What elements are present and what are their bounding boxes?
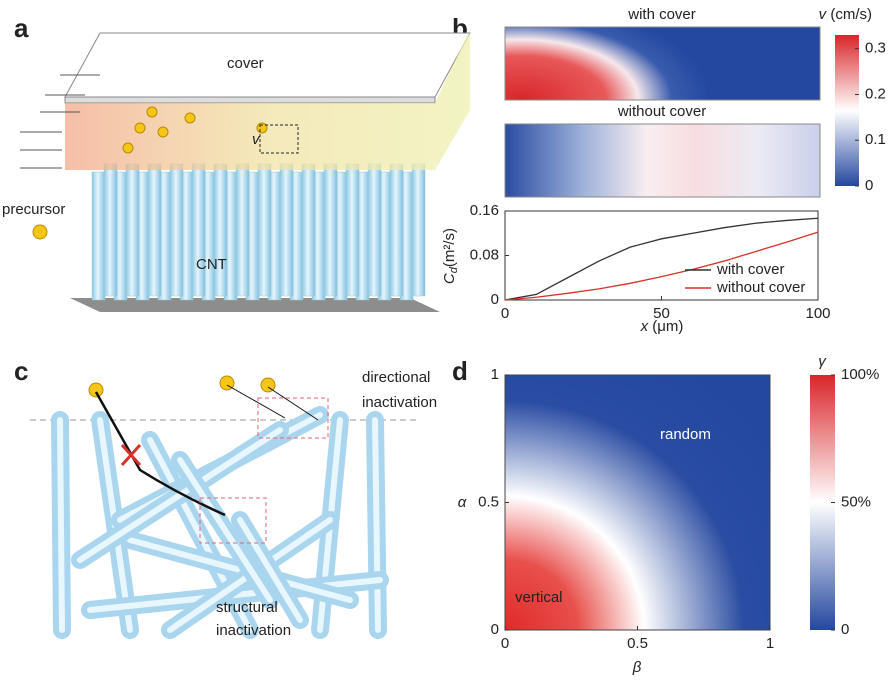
heatmap-without-cover	[504, 123, 821, 198]
velocity-box	[259, 124, 299, 154]
cnt-highlight	[57, 417, 65, 633]
line-series	[504, 217, 819, 301]
x-unit: (μm)	[652, 318, 683, 335]
cnt	[389, 163, 404, 297]
cnt	[147, 163, 162, 297]
panel-label: c	[14, 356, 28, 386]
colorbar-tick-label: 50%	[841, 493, 871, 510]
colorbar-tick-label: 0	[865, 177, 873, 194]
x-axis-label: β	[632, 659, 642, 676]
x-tick-label: 0	[501, 305, 509, 322]
label: cover	[227, 55, 264, 72]
x-tick-label: 100	[805, 305, 830, 322]
colorbar-symbol: v	[819, 6, 828, 23]
panel-label: a	[14, 13, 29, 43]
colorbar-unit: (cm/s)	[830, 6, 872, 23]
colorbar-tick-label: 0.2	[865, 85, 886, 102]
colorbar-tick-label: 0	[841, 621, 849, 638]
diagram-c: directional inactivation structural inac…	[30, 369, 437, 639]
heatmap-title: without cover	[617, 103, 706, 120]
cnt-highlight	[372, 417, 381, 633]
colorbar	[810, 375, 835, 630]
blocked-mark	[120, 443, 142, 467]
label: structural	[216, 599, 278, 616]
y-axis-label: Cd(m²/s)	[441, 228, 460, 284]
annotation: random	[660, 426, 711, 443]
inactivation-box	[257, 397, 329, 439]
cnt	[125, 163, 140, 297]
label: inactivation	[216, 622, 291, 639]
colorbar-tick-label: 100%	[841, 366, 879, 383]
colorbar-tick-label: 0.1	[865, 131, 886, 148]
y-tick-label: 0.08	[470, 246, 499, 263]
cnt	[91, 171, 106, 301]
label: directional	[362, 369, 430, 386]
cnt-network	[51, 406, 389, 639]
cnt	[257, 163, 272, 297]
y-tick-label: 0	[491, 291, 499, 308]
trajectories	[94, 384, 319, 517]
cnt	[213, 163, 228, 297]
cnt-highlight	[77, 427, 283, 563]
label: CNT	[196, 256, 227, 273]
heatmap-with-cover	[504, 26, 821, 101]
cnt	[367, 163, 382, 297]
x-axis-label: x (μm)	[640, 318, 684, 335]
cnt	[411, 163, 426, 297]
cnt	[279, 163, 294, 297]
label: inactivation	[362, 394, 437, 411]
legend-label: without cover	[716, 279, 805, 296]
inactivation-box	[199, 497, 267, 544]
line-series	[504, 231, 819, 301]
flow-arrows	[20, 74, 100, 169]
colorbar-tick-label: 0.3	[865, 40, 886, 57]
cnt	[169, 163, 184, 297]
x-symbol: x	[640, 318, 649, 335]
x-tick-label: 0.5	[627, 635, 648, 652]
heatmap-title: with cover	[627, 6, 696, 23]
y-unit: (m²/s)	[441, 228, 458, 267]
heatmap-d	[504, 374, 771, 631]
y-tick-label: 0.5	[478, 493, 499, 510]
cnt-array	[91, 163, 426, 301]
y-axis-label: α	[458, 494, 467, 511]
diagram-a: cover precursor CNT v	[2, 32, 471, 312]
legend-label: with cover	[716, 261, 785, 278]
cnt	[301, 163, 316, 297]
cnt-highlight	[237, 517, 303, 623]
y-tick-label: 1	[491, 366, 499, 383]
y-tick-label: 0	[491, 621, 499, 638]
cover	[64, 32, 471, 98]
annotation: vertical	[515, 589, 563, 606]
cnt	[235, 163, 250, 297]
substrate	[70, 298, 440, 312]
cnt	[103, 163, 118, 297]
cnt	[323, 163, 338, 297]
cnt-highlight	[177, 457, 273, 603]
cnt	[191, 163, 206, 297]
colorbar-label: γ	[818, 353, 827, 370]
y-tick-label: 0.16	[470, 202, 499, 219]
colorbar-label: v (cm/s)	[819, 6, 872, 23]
y-symbol: C	[441, 273, 458, 284]
x-tick-label: 50	[653, 305, 670, 322]
y-subscript: d	[448, 266, 460, 273]
colorbar	[835, 35, 859, 186]
label: precursor	[2, 201, 65, 218]
precursor-particles	[88, 375, 276, 398]
cover-edge	[64, 96, 436, 104]
panel-label: d	[452, 356, 468, 386]
x-tick-label: 1	[766, 635, 774, 652]
cnt-highlight	[127, 537, 353, 603]
label: v	[252, 131, 261, 148]
x-tick-label: 0	[501, 635, 509, 652]
cnt	[345, 163, 360, 297]
